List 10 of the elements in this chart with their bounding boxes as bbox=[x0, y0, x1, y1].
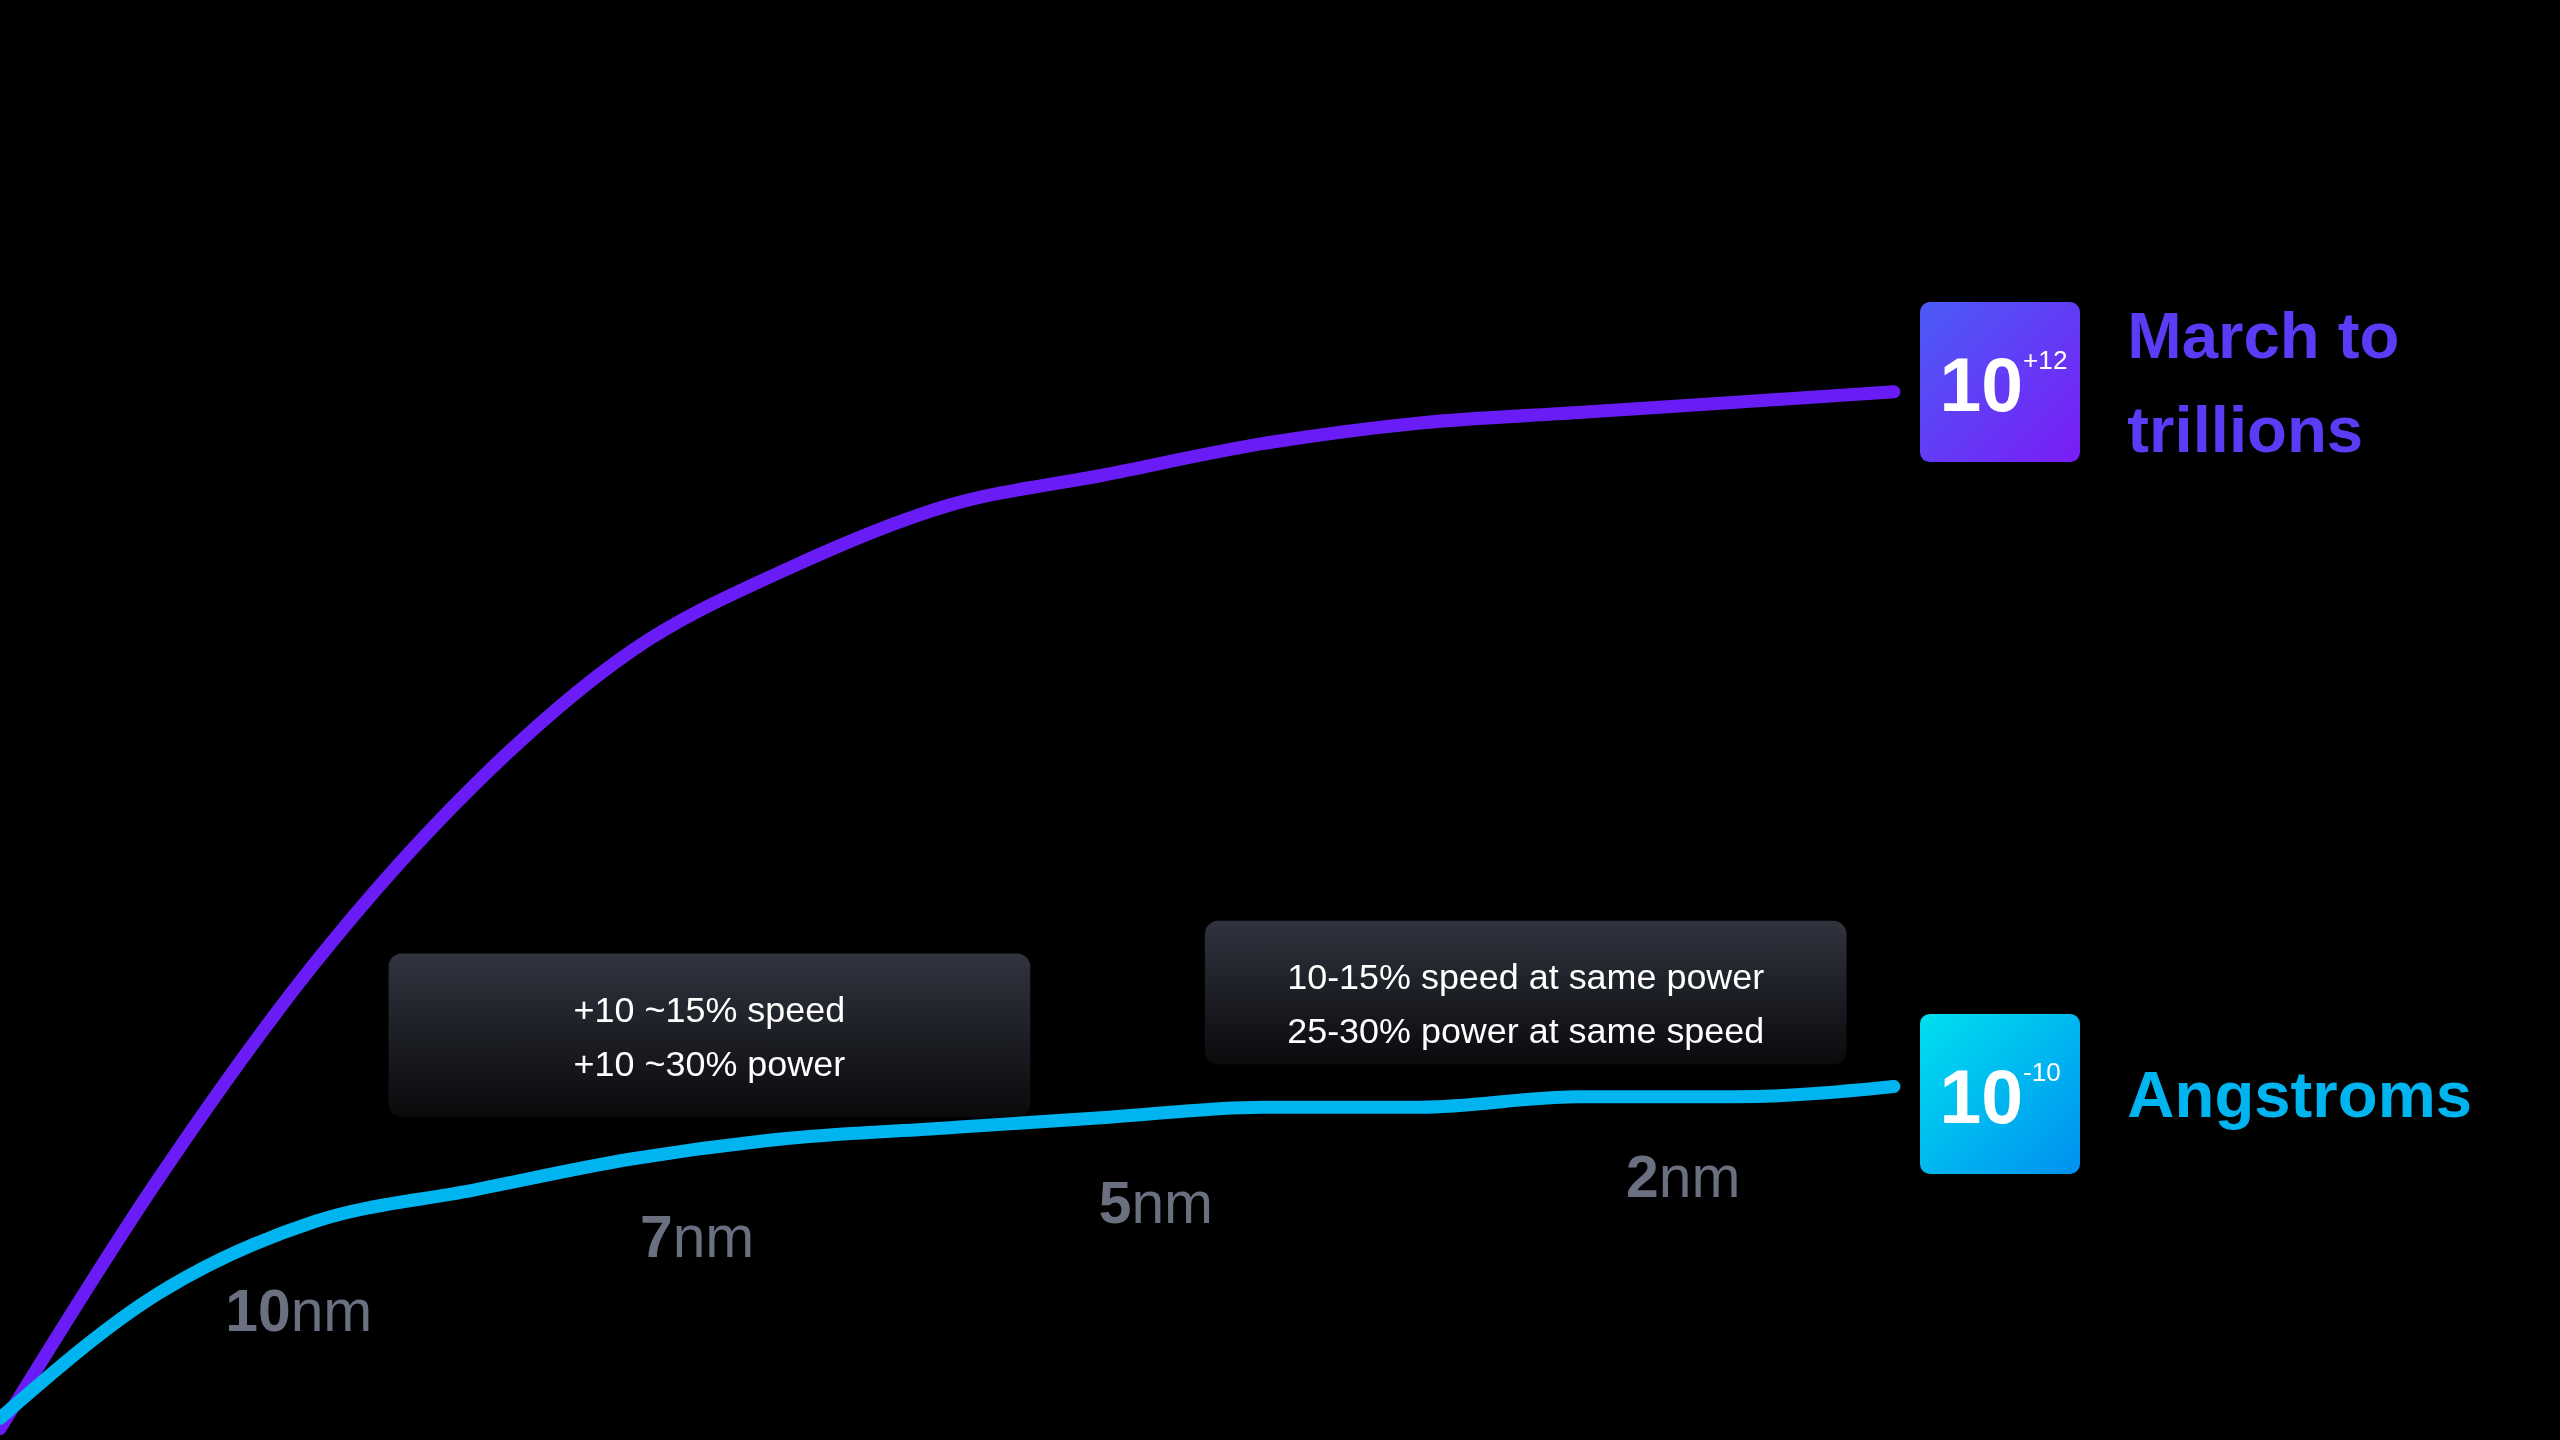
annotation: 2nm bbox=[1626, 1143, 1741, 1209]
annotation: +10 ~15% speed +10 ~30% power bbox=[573, 989, 846, 1084]
text: March to trillions bbox=[2127, 298, 2400, 467]
text: Angstroms bbox=[2127, 1057, 2473, 1131]
annotation: 10$^{+12}$ bbox=[1939, 343, 2068, 428]
annotation: 7nm bbox=[639, 1204, 755, 1270]
annotation: 5nm bbox=[1098, 1169, 1214, 1235]
annotation: 10nm bbox=[225, 1277, 373, 1343]
annotation: 10-15% speed at same power 25-30% power at same speed bbox=[1287, 956, 1765, 1052]
annotation: 10$^{-10}$ bbox=[1939, 1055, 2061, 1140]
